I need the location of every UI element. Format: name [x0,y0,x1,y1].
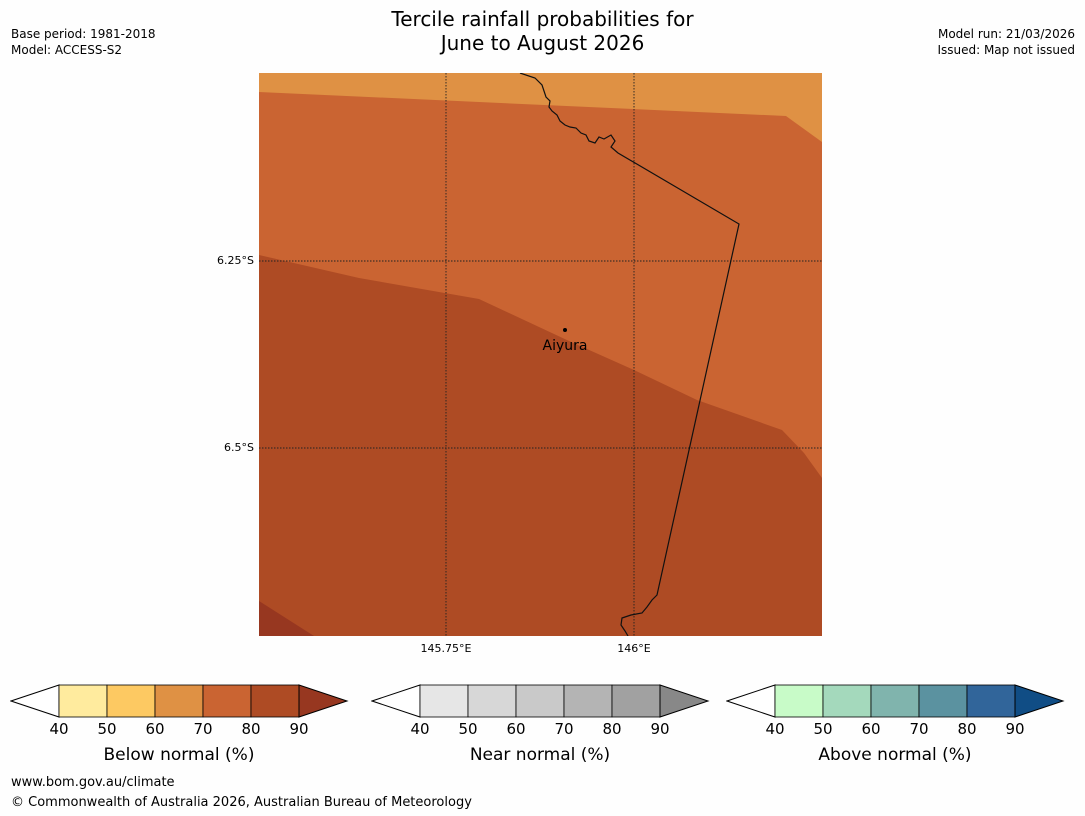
colorbar-near-label: Near normal (%) [469,745,611,765]
colorbar-above-swatch-50-60 [822,684,872,718]
colorbar-near-extend-max [659,684,710,718]
lat-label-6-5: 6.5°S [224,441,254,454]
colorbar-near-tick-40: 40 [410,720,430,738]
colorbar-near-tick-50: 50 [458,720,478,738]
meta-left: Base period: 1981-2018 Model: ACCESS-S2 [11,26,156,58]
colorbar-above-tick-90: 90 [1005,720,1025,738]
issued-status: Issued: Map not issued [937,43,1075,57]
colorbar-above-graphic [726,684,1065,718]
colorbar-above-label: Above normal (%) [818,745,972,765]
colorbar-below-tick-90: 90 [289,720,309,738]
colorbar-below-tick-70: 70 [193,720,213,738]
colorbar-above-tick-80: 80 [957,720,977,738]
colorbar-near-tick-70: 70 [554,720,574,738]
colorbar-above-tick-60: 60 [861,720,881,738]
colorbar-below-tick-80: 80 [241,720,261,738]
region-90-plus [259,601,314,636]
lon-label-145-75: 145.75°E [420,642,472,655]
place-label: Aiyura [543,338,588,354]
colorbar-below-tick-40: 40 [49,720,69,738]
model-run: Model run: 21/03/2026 [937,27,1075,41]
colorbar-below-extend-max [298,684,349,718]
border-line [519,73,740,636]
colorbar-below-swatch-60-70 [154,684,204,718]
colorbar-below-swatch-40-50 [58,684,108,718]
colorbar-above-tick-40: 40 [765,720,785,738]
colorbar-near-tick-60: 60 [506,720,526,738]
colorbar-above-tick-70: 70 [909,720,929,738]
colorbar-above-swatch-40-50 [774,684,824,718]
colorbar-near-swatch-80-90 [611,684,661,718]
colorbar-below-tick-50: 50 [97,720,117,738]
model-name: Model: ACCESS-S2 [11,43,123,57]
colorbar-above-tick-50: 50 [813,720,833,738]
colorbar-below-swatch-70-80 [202,684,252,718]
colorbar-above-swatch-80-90 [966,684,1016,718]
title-line-2: June to August 2026 [440,31,645,55]
colorbar-near-swatch-50-60 [467,684,517,718]
base-period: Base period: 1981-2018 [11,27,156,41]
footer-url: www.bom.gov.au/climate [11,775,175,790]
colorbar-near-tick-90: 90 [650,720,670,738]
colorbar-near-swatch-40-50 [419,684,469,718]
colorbar-above-swatch-60-70 [870,684,920,718]
lat-label-6-25: 6.25°S [217,254,254,267]
footer-copyright: © Commonwealth of Australia 2026, Austra… [11,795,472,810]
meta-right: Model run: 21/03/2026 Issued: Map not is… [937,26,1075,58]
colorbar-below-graphic [10,684,349,718]
colorbar-above-extend-max [1014,684,1065,718]
colorbar-near-extend-min [371,684,421,718]
colorbar-near-graphic [371,684,710,718]
graticule [259,73,822,636]
title-line-1: Tercile rainfall probabilities for [391,7,694,31]
map-title: Tercile rainfall probabilities for June … [0,7,1085,55]
region-80-90 [259,255,822,636]
colorbar-below-swatch-50-60 [106,684,156,718]
colorbar-above-swatch-70-80 [918,684,968,718]
colorbar-below-extend-min [10,684,60,718]
map-panel: Aiyura [259,73,822,636]
colorbar-below-tick-60: 60 [145,720,165,738]
colorbar-above-extend-min [726,684,776,718]
colorbar-near-swatch-70-80 [563,684,613,718]
colorbar-below-label: Below normal (%) [103,745,255,765]
colorbar-near-swatch-60-70 [515,684,565,718]
colorbar-near-tick-80: 80 [602,720,622,738]
lon-label-146: 146°E [617,642,651,655]
colorbar-below-swatch-80-90 [250,684,300,718]
place-marker [563,328,567,332]
